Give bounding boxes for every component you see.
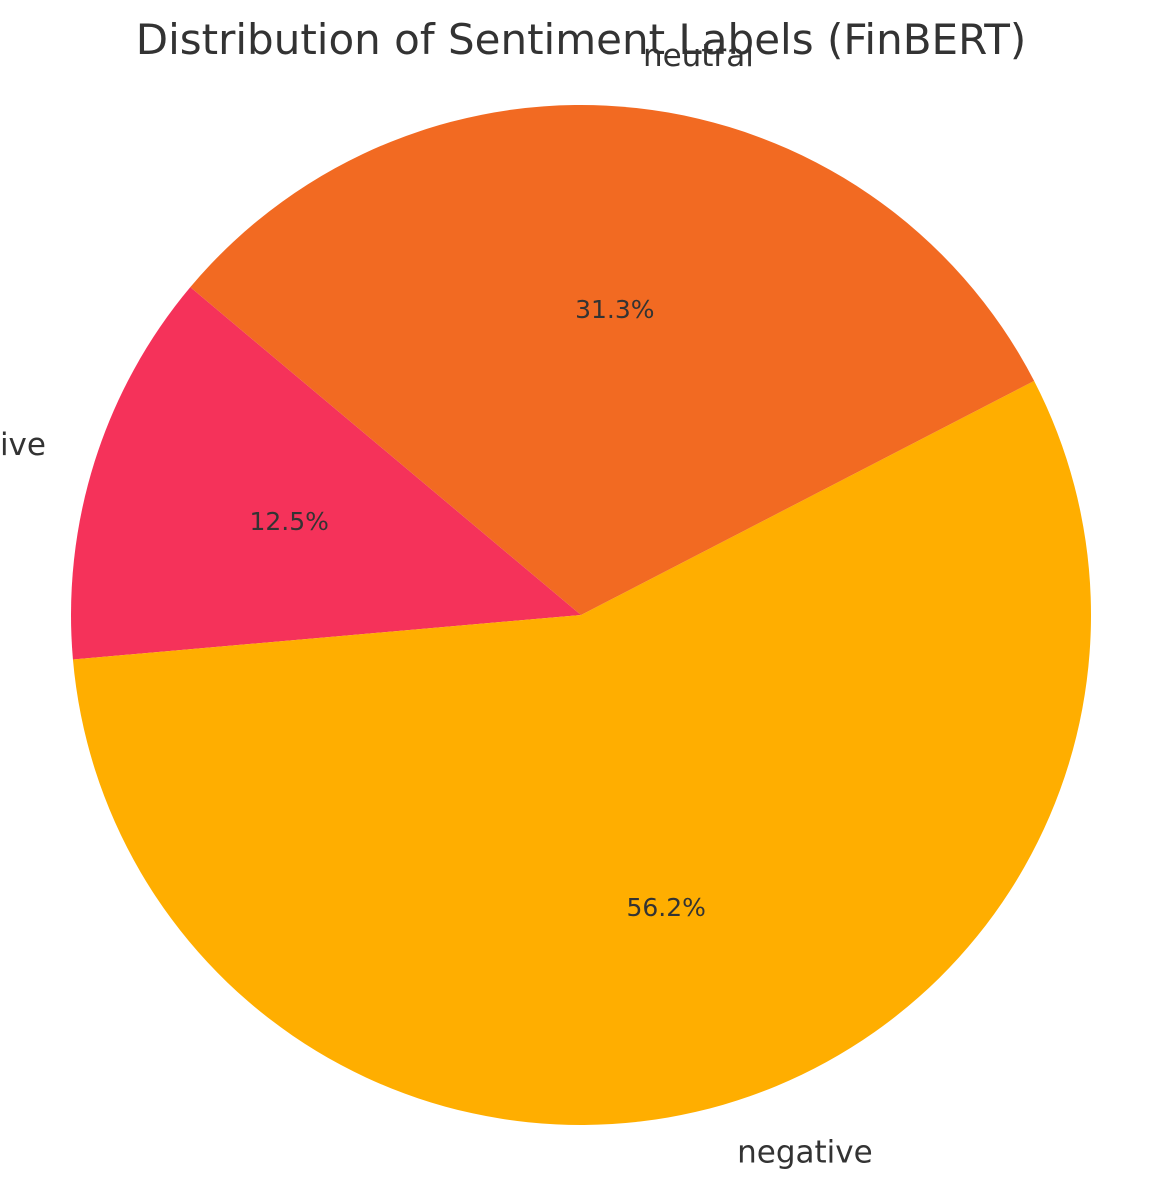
pie-slices	[71, 104, 1092, 1125]
slice-label-neutral: neutral	[643, 38, 754, 74]
slice-label-negative: negative	[737, 1134, 873, 1170]
slice-percent-neutral: 31.3%	[575, 295, 654, 324]
slice-percent-negative: 56.2%	[626, 893, 705, 922]
chart-title: Distribution of Sentiment Labels (FinBER…	[136, 15, 1027, 64]
pie-slice-negative	[72, 380, 1092, 1125]
slice-percent-positive: 12.5%	[249, 507, 328, 536]
slice-label-positive: positive	[0, 427, 46, 463]
pie-slice-positive	[71, 287, 582, 660]
pie-slice-neutral	[190, 104, 1035, 615]
pie-labels: positive 12.5% negative 56.2% neutral 31.3%	[0, 38, 873, 1170]
